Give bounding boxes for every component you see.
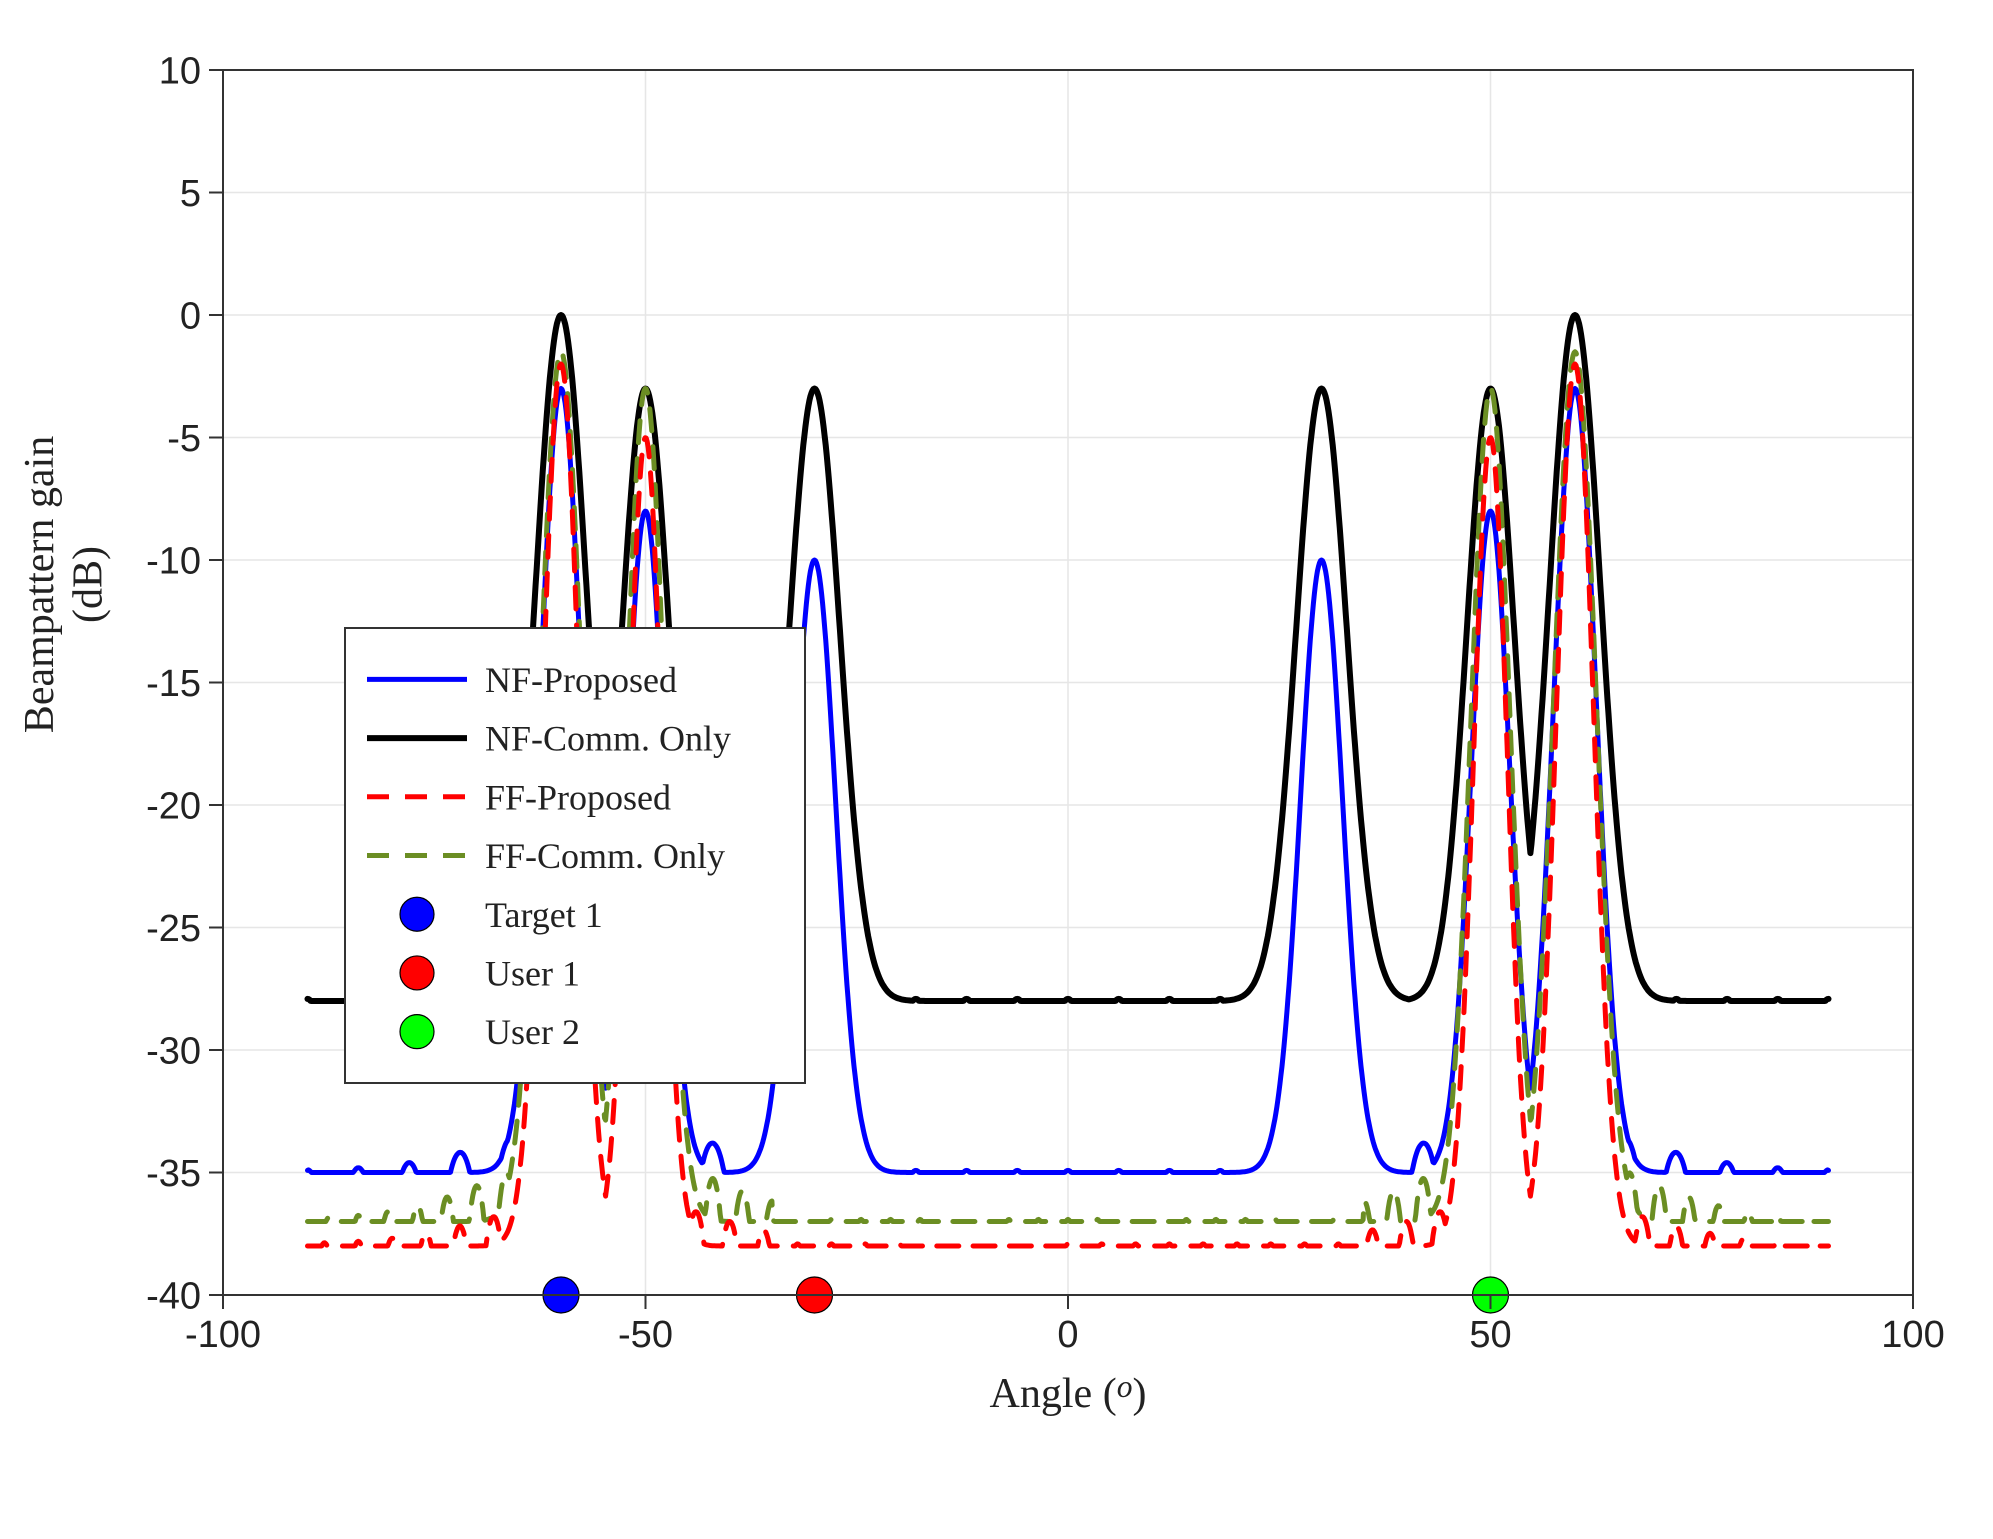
- legend-swatch-marker: [400, 897, 434, 931]
- ytick-label: -5: [167, 418, 201, 460]
- ytick-label: 10: [159, 50, 201, 92]
- svg-text:(dB): (dB): [65, 546, 111, 623]
- ytick-label: -10: [146, 540, 201, 582]
- beampattern-chart: -100-50050100-40-35-30-25-20-15-10-50510…: [0, 0, 1993, 1539]
- xtick-label: 50: [1469, 1314, 1511, 1356]
- legend-label: Target 1: [485, 895, 603, 935]
- xtick-label: 0: [1057, 1314, 1078, 1356]
- ytick-label: 5: [180, 173, 201, 215]
- legend: NF-Proposed NF-Comm. Only FF-Proposed FF-Co…: [345, 628, 805, 1083]
- xtick-label: -100: [185, 1314, 261, 1356]
- legend-label: FF-Proposed: [485, 777, 671, 817]
- chart-svg: -100-50050100-40-35-30-25-20-15-10-50510…: [0, 0, 1993, 1539]
- xtick-label: -50: [618, 1314, 673, 1356]
- svg-text:Beampattern gain: Beampattern gain: [17, 436, 63, 733]
- legend-swatch-marker: [400, 956, 434, 990]
- legend-label: FF-Comm. Only: [485, 836, 725, 876]
- ytick-label: -30: [146, 1030, 201, 1072]
- legend-label: User 2: [485, 1012, 580, 1052]
- ytick-label: -40: [146, 1275, 201, 1317]
- ytick-label: -15: [146, 663, 201, 705]
- legend-label: NF-Proposed: [485, 660, 677, 700]
- legend-label: User 1: [485, 954, 580, 994]
- ytick-label: -20: [146, 785, 201, 827]
- legend-swatch-marker: [400, 1015, 434, 1049]
- ytick-label: -25: [146, 908, 201, 950]
- xtick-label: 100: [1881, 1314, 1944, 1356]
- ytick-label: -35: [146, 1153, 201, 1195]
- ytick-label: 0: [180, 295, 201, 337]
- legend-label: NF-Comm. Only: [485, 719, 731, 759]
